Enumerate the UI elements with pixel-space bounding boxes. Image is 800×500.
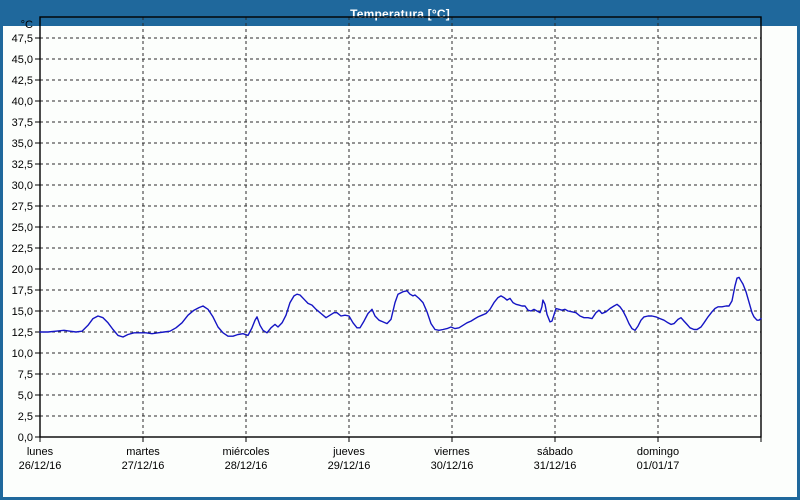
y-tick-label: 7,5 [18, 369, 33, 381]
y-tick-label: 30,0 [12, 180, 33, 192]
y-tick-label: 40,0 [12, 96, 33, 108]
day-name-label: jueves [332, 446, 365, 458]
y-tick-label: 45,0 [12, 54, 33, 66]
y-tick-label: 32,5 [12, 159, 33, 171]
day-date-label: 26/12/16 [19, 460, 62, 472]
day-date-label: 30/12/16 [431, 460, 474, 472]
day-date-label: 31/12/16 [534, 460, 577, 472]
y-tick-label: 12,5 [12, 327, 33, 339]
y-tick-label: 2,5 [18, 411, 33, 423]
y-tick-label: 22,5 [12, 243, 33, 255]
day-date-label: 28/12/16 [225, 460, 268, 472]
y-tick-label: 10,0 [12, 348, 33, 360]
y-tick-label: 17,5 [12, 285, 33, 297]
day-name-label: miércoles [222, 446, 270, 458]
y-axis-unit-label: °C [21, 19, 33, 31]
day-name-label: martes [126, 446, 160, 458]
day-date-label: 29/12/16 [328, 460, 371, 472]
day-name-label: domingo [637, 446, 679, 458]
temperature-line [39, 276, 762, 338]
temperature-chart: 0,0 2,5 5,0 7,5 10,0 12,5 15,0 17,5 20,0 22,5 25,0… [3, 3, 797, 497]
day-name-label: sábado [537, 446, 573, 458]
day-date-label: 01/01/17 [637, 460, 680, 472]
y-tick-label: 42,5 [12, 75, 33, 87]
y-tick-label: 15,0 [12, 306, 33, 318]
y-tick-label: 25,0 [12, 222, 33, 234]
y-tick-label: 5,0 [18, 390, 33, 402]
day-name-label: viernes [434, 446, 470, 458]
y-tick-label: 37,5 [12, 117, 33, 129]
y-tick-label: 27,5 [12, 201, 33, 213]
y-tick-label: 47,5 [12, 33, 33, 45]
y-tick-label: 20,0 [12, 264, 33, 276]
chart-canvas: 0,0 2,5 5,0 7,5 10,0 12,5 15,0 17,5 20,0 22,5 25,0… [12, 16, 762, 472]
day-date-label: 27/12/16 [122, 460, 165, 472]
day-name-label: lunes [27, 446, 54, 458]
y-tick-label: 35,0 [12, 138, 33, 150]
y-tick-label: 0,0 [18, 432, 33, 444]
